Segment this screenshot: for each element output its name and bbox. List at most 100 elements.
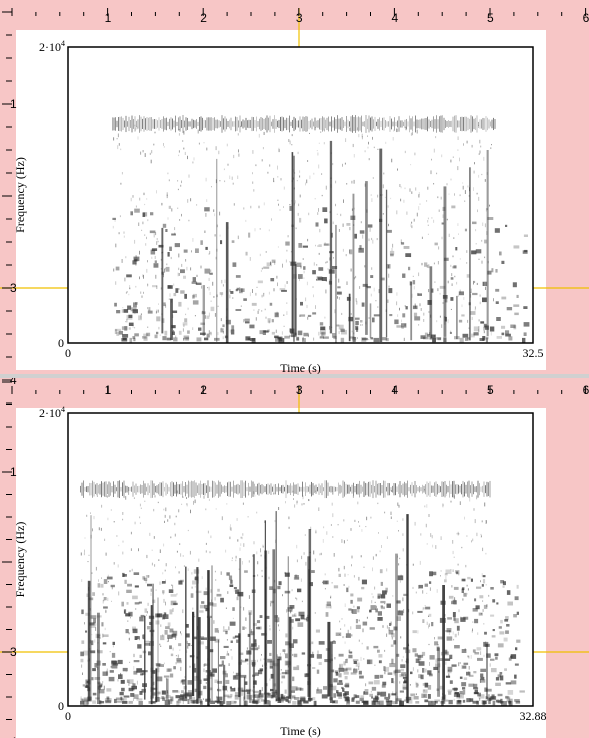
spectro-texture — [220, 235, 221, 237]
spectro-texture — [270, 628, 271, 630]
spectro-texture — [371, 198, 372, 202]
spectro-texture — [482, 573, 483, 577]
spectro-texture — [137, 486, 138, 492]
spectro-texture — [169, 299, 170, 300]
spectro-texture — [82, 673, 83, 676]
spectro-texture — [360, 230, 365, 233]
spectro-texture — [344, 482, 345, 497]
spectro-texture — [153, 144, 154, 146]
spectro-texture — [308, 678, 311, 681]
spectro-texture — [484, 655, 485, 657]
spectro-texture — [180, 116, 181, 131]
spectro-texture — [241, 480, 242, 498]
spectro-texture — [196, 204, 197, 205]
spectro-texture — [440, 316, 441, 318]
spectro-texture — [240, 126, 241, 127]
spectro-texture — [401, 669, 404, 672]
spectro-texture — [201, 266, 202, 269]
spectro-texture — [122, 482, 123, 496]
spectro-texture — [209, 330, 210, 334]
spectro-texture — [262, 118, 263, 130]
spectro-texture — [117, 121, 118, 127]
spectro-texture — [339, 574, 342, 577]
spectro-texture — [314, 701, 317, 706]
spectro-texture — [131, 487, 132, 492]
spectro-texture — [260, 548, 261, 552]
spectro-texture — [377, 238, 378, 240]
spectro-texture — [364, 567, 365, 568]
spectro-texture — [186, 267, 187, 271]
spectro-texture — [190, 655, 195, 657]
spectro-texture — [257, 620, 260, 623]
spectro-texture — [270, 116, 271, 132]
spectro-texture — [193, 277, 196, 282]
spectro-texture — [144, 616, 146, 700]
spectro-texture — [107, 697, 110, 700]
spectro-texture — [263, 147, 264, 149]
spectro-texture — [377, 692, 380, 695]
spectro-texture — [457, 149, 458, 151]
spectro-texture — [449, 655, 452, 659]
spectro-texture — [154, 564, 155, 567]
spectro-texture — [413, 587, 414, 589]
spectro-texture — [261, 117, 262, 131]
spectro-texture — [260, 228, 261, 230]
spectro-texture — [145, 118, 146, 130]
spectro-texture — [357, 606, 360, 609]
spectro-texture — [232, 560, 233, 561]
spectro-texture — [265, 683, 268, 686]
spectro-texture — [462, 182, 463, 183]
spectro-texture — [443, 295, 448, 299]
spectro-texture — [290, 141, 291, 145]
spectro-texture — [480, 302, 481, 305]
spectro-texture — [443, 337, 446, 342]
spectro-texture — [275, 337, 279, 342]
spectro-texture — [188, 220, 189, 222]
spectro-texture — [485, 287, 486, 290]
spectro-texture — [296, 598, 297, 600]
spectro-texture — [139, 277, 140, 280]
spectro-texture — [160, 635, 164, 640]
spectro-texture — [215, 579, 216, 580]
spectro-texture — [464, 663, 469, 665]
spectro-texture — [221, 280, 222, 284]
spectro-texture — [282, 594, 283, 596]
spectro-texture — [502, 333, 505, 336]
spectro-texture — [119, 232, 120, 234]
spectro-texture — [201, 637, 207, 640]
spectro-texture — [124, 580, 126, 584]
spectro-texture — [300, 314, 306, 316]
spectro-texture — [468, 656, 469, 659]
spectro-texture — [169, 645, 172, 649]
spectro-texture — [371, 697, 373, 699]
spectro-texture — [254, 484, 255, 495]
spectro-texture — [182, 680, 185, 684]
spectro-texture — [491, 268, 493, 272]
spectro-texture — [334, 117, 335, 130]
spectro-texture — [386, 568, 387, 571]
spectro-texture — [272, 319, 274, 322]
spectro-texture — [477, 647, 482, 650]
spectro-texture — [252, 690, 253, 692]
spectro-texture — [260, 254, 261, 256]
spectro-texture — [322, 116, 323, 131]
spectro-texture — [291, 225, 293, 227]
spectro-texture — [165, 229, 167, 232]
spectro-texture — [470, 311, 475, 315]
spectro-texture — [515, 596, 519, 600]
spectro-texture — [406, 514, 408, 703]
spectro-texture — [365, 150, 366, 152]
spectro-texture — [482, 298, 487, 303]
spectro-texture — [402, 274, 405, 278]
spectro-texture — [274, 615, 278, 617]
spectro-texture — [175, 637, 176, 640]
spectro-texture — [282, 264, 283, 268]
spectro-texture — [429, 674, 433, 677]
spectro-texture — [180, 631, 181, 633]
spectro-texture — [142, 222, 143, 225]
spectro-texture — [149, 533, 150, 536]
spectro-texture — [486, 653, 491, 657]
spectro-texture — [380, 550, 381, 552]
spectro-texture — [450, 121, 451, 127]
spectro-texture — [208, 688, 213, 691]
